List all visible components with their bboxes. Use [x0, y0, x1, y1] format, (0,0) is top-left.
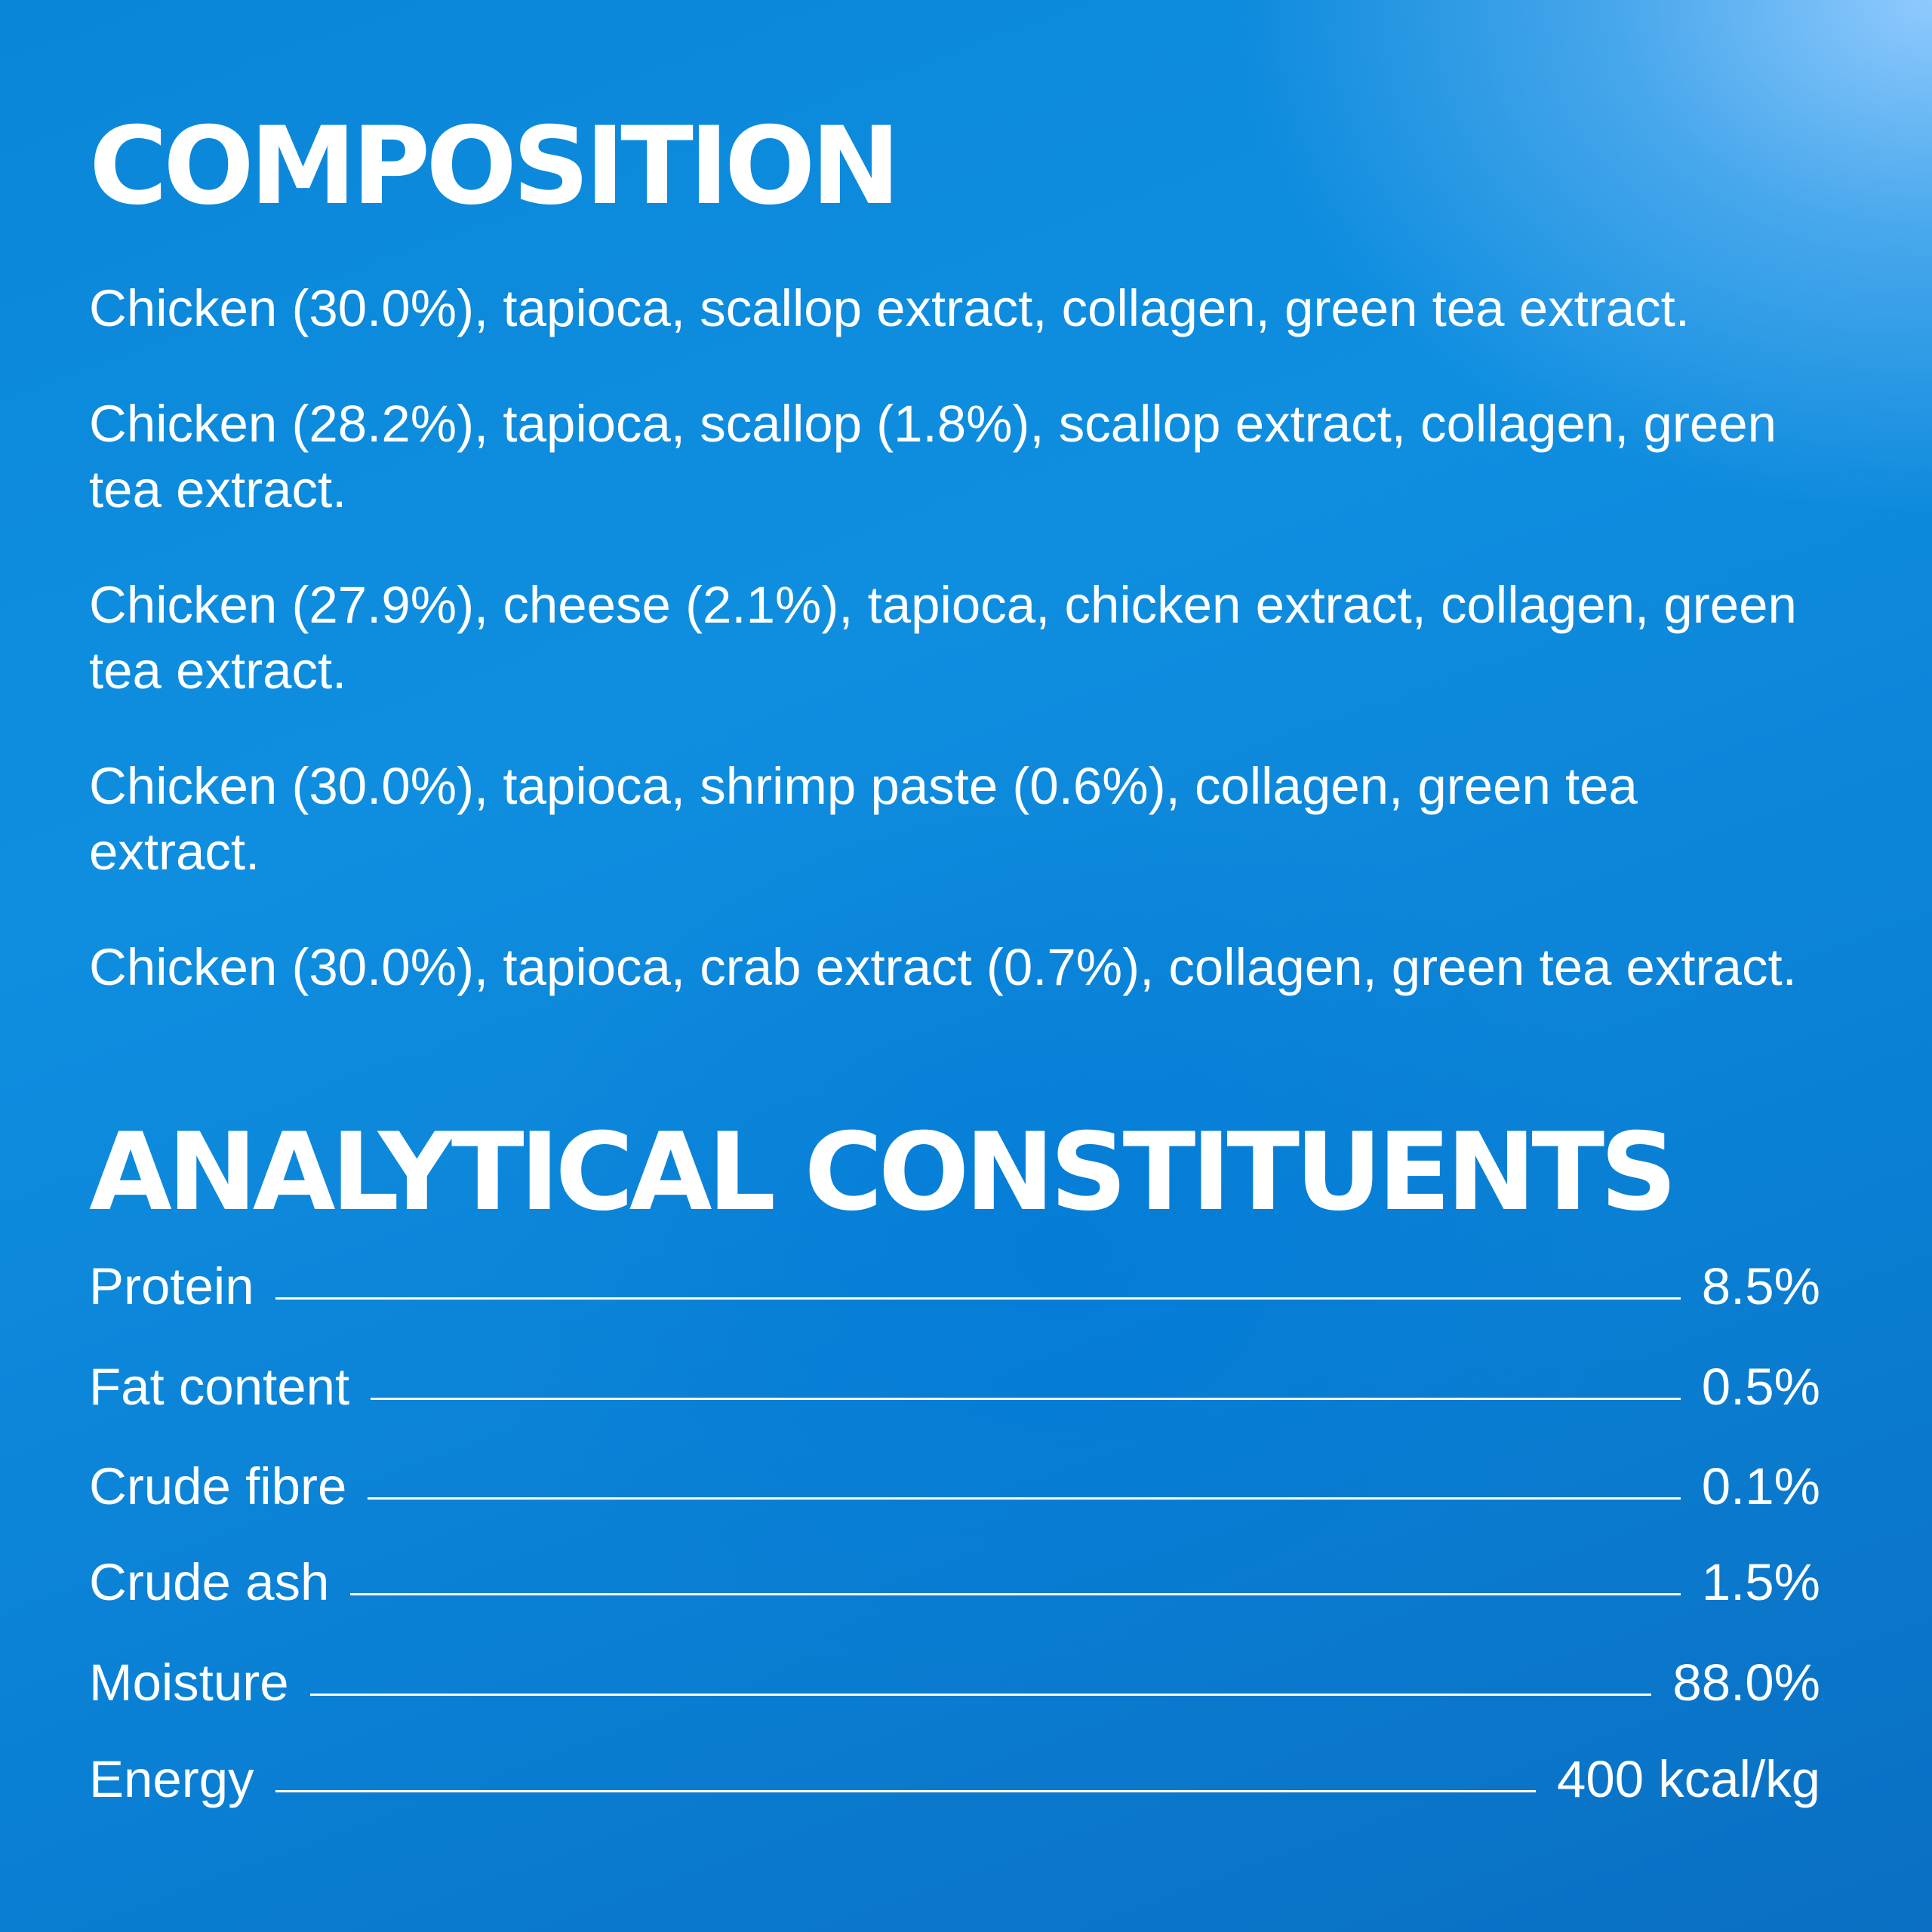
leader-line [368, 1497, 1681, 1500]
constituent-value: 1.5% [1701, 1553, 1820, 1611]
constituent-value: 8.5% [1701, 1257, 1820, 1315]
constituent-label: Moisture [89, 1654, 289, 1712]
composition-item: Chicken (27.9%), cheese (2.1%), tapioca,… [89, 576, 1797, 700]
constituent-row-crude-ash: Crude ash 1.5% [89, 1545, 1820, 1620]
constituent-row-moisture: Moisture 88.0% [89, 1645, 1820, 1721]
leader-line [309, 1694, 1652, 1696]
constituent-value: 88.0% [1672, 1654, 1820, 1712]
composition-item: Chicken (28.2%), tapioca, scallop (1.8%)… [89, 395, 1777, 518]
constituent-value: 400 kcal/kg [1556, 1750, 1820, 1808]
constituent-row-fat-content: Fat content 0.5% [89, 1349, 1820, 1425]
analytical-constituents-table: Protein 8.5% Fat content 0.5% Crude fibr… [89, 0, 1820, 1932]
leader-line [275, 1790, 1536, 1792]
composition-heading: COMPOSITION [89, 104, 900, 229]
constituent-row-crude-fibre: Crude fibre 0.1% [89, 1449, 1820, 1524]
composition-item: Chicken (30.0%), tapioca, scallop extrac… [89, 279, 1690, 337]
leader-line [350, 1593, 1681, 1595]
leader-line [371, 1398, 1681, 1400]
constituent-value: 0.5% [1701, 1358, 1820, 1416]
constituent-label: Protein [89, 1257, 254, 1315]
constituent-label: Fat content [89, 1358, 350, 1416]
constituent-label: Crude ash [89, 1553, 330, 1611]
analytical-constituents-heading: ANALYTICAL CONSTITUENTS [89, 1110, 1677, 1235]
constituent-label: Crude fibre [89, 1457, 347, 1515]
composition-list: Chicken (30.0%), tapioca, scallop extrac… [89, 275, 1817, 1050]
constituent-row-energy: Energy 400 kcal/kg [89, 1742, 1820, 1817]
leader-line [275, 1297, 1681, 1300]
constituent-label: Energy [89, 1750, 254, 1808]
composition-item: Chicken (30.0%), tapioca, crab extract (… [89, 938, 1797, 996]
nutrition-info-panel: COMPOSITION Chicken (30.0%), tapioca, sc… [89, 0, 1820, 1932]
constituent-value: 0.1% [1701, 1457, 1820, 1515]
composition-item: Chicken (30.0%), tapioca, shrimp paste (… [89, 757, 1638, 881]
constituent-row-protein: Protein 8.5% [89, 1249, 1820, 1324]
